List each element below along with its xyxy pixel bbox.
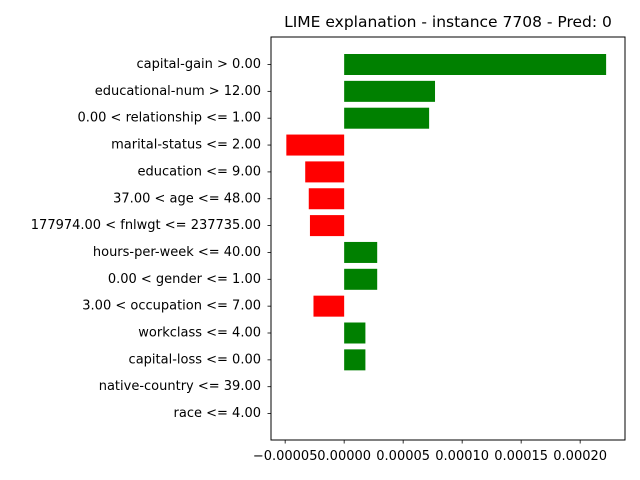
plot-frame — [270, 36, 626, 441]
bar-0 — [344, 54, 607, 75]
y-tick-label-3: marital-status <= 2.00 — [111, 138, 261, 153]
bar-9 — [313, 295, 345, 317]
x-tick-label-5: 0.00020 — [553, 449, 607, 464]
y-tick-label-10: workclass <= 4.00 — [138, 326, 261, 341]
y-tick-label-2: 0.00 < relationship <= 1.00 — [77, 111, 261, 126]
y-tick-label-7: hours-per-week <= 40.00 — [93, 245, 261, 260]
y-tick-label-12: native-country <= 39.00 — [99, 379, 261, 394]
y-axis-ticks: capital-gain > 0.00 educational-num > 12.… — [31, 57, 271, 421]
y-tick-label-0: capital-gain > 0.00 — [136, 57, 261, 72]
y-tick-label-11: capital-loss <= 0.00 — [129, 352, 261, 367]
y-tick-label-8: 0.00 < gender <= 1.00 — [108, 272, 261, 287]
y-tick-label-9: 3.00 < occupation <= 7.00 — [82, 299, 261, 314]
bar-3 — [286, 134, 345, 156]
bar-2 — [344, 107, 430, 129]
bar-4 — [305, 161, 345, 183]
x-tick-label-4: 0.00015 — [494, 449, 548, 464]
bar-8 — [344, 268, 378, 290]
bars-layer — [286, 54, 607, 371]
bar-7 — [344, 241, 378, 263]
bar-10 — [344, 322, 366, 344]
bar-11 — [344, 349, 366, 371]
x-axis-ticks: −0.00005 0.00000 0.00005 0.00010 0.00015 0.00… — [253, 440, 607, 464]
bar-5 — [308, 188, 345, 210]
x-tick-label-3: 0.00010 — [435, 449, 489, 464]
y-tick-label-4: education <= 9.00 — [138, 164, 262, 179]
y-tick-label-6: 177974.00 < fnlwgt <= 237735.00 — [31, 218, 261, 233]
bar-1 — [344, 80, 436, 102]
chart-title: LIME explanation - instance 7708 - Pred:… — [284, 13, 612, 31]
x-tick-label-0: −0.00005 — [253, 449, 318, 464]
bar-6 — [309, 215, 345, 237]
x-tick-label-1: 0.00000 — [317, 449, 371, 464]
y-tick-label-13: race <= 4.00 — [174, 406, 261, 421]
y-tick-label-1: educational-num > 12.00 — [95, 84, 261, 99]
y-tick-label-5: 37.00 < age <= 48.00 — [113, 191, 261, 206]
x-tick-label-2: 0.00005 — [376, 449, 430, 464]
